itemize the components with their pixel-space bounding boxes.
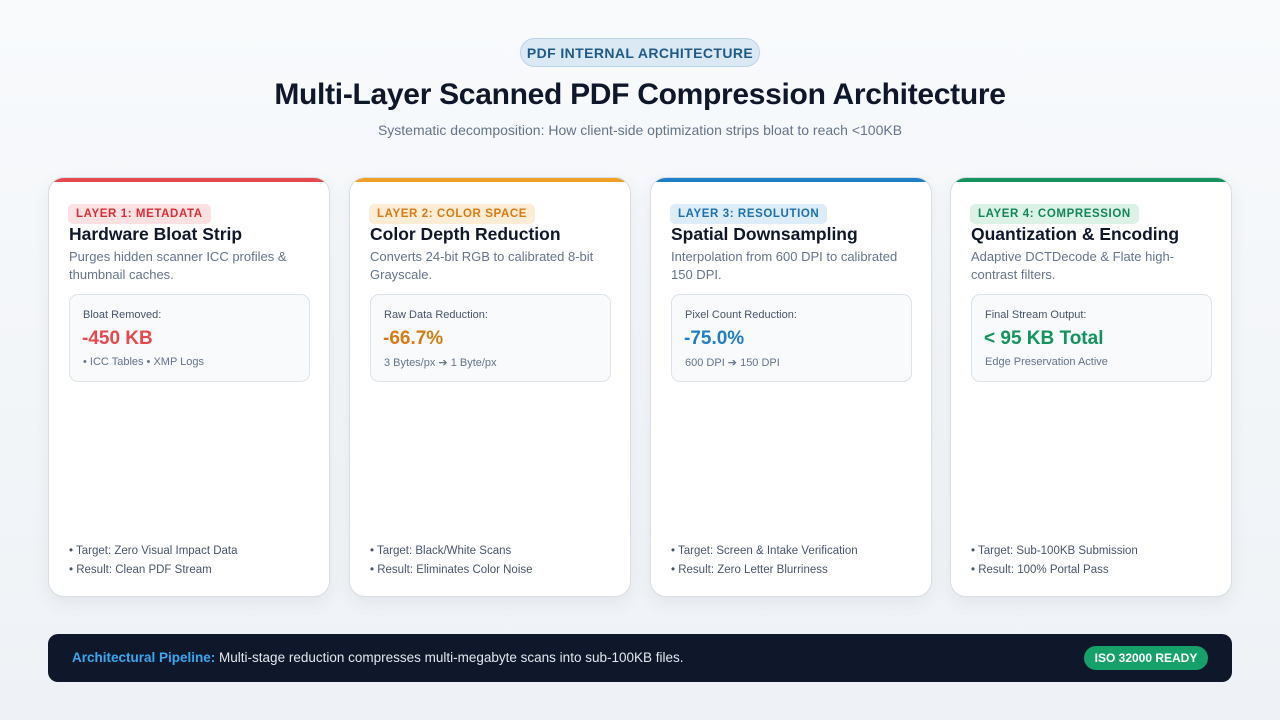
stat-note: 3 Bytes/px ➔ 1 Byte/px: [384, 357, 497, 369]
stat-note: • ICC Tables • XMP Logs: [83, 356, 205, 368]
target-note: • Target: Black/White Scans: [370, 545, 512, 557]
stat-box: Bloat Removed: -450 KB • ICC Tables • XM…: [69, 294, 310, 382]
pipeline-banner: Architectural Pipeline: Multi-stage redu…: [48, 634, 1232, 682]
stat-label: Bloat Removed:: [83, 309, 162, 321]
result-note: • Result: Clean PDF Stream: [69, 564, 212, 576]
layer-badge: LAYER 3: RESOLUTION: [670, 204, 828, 224]
card-description: Interpolation from 600 DPI to calibrated…: [671, 249, 898, 282]
target-note: • Target: Sub-100KB Submission: [971, 545, 1138, 557]
stat-box: Pixel Count Reduction: -75.0% 600 DPI ➔ …: [671, 294, 912, 382]
stat-box: Raw Data Reduction: -66.7% 3 Bytes/px ➔ …: [370, 294, 611, 382]
page-title: Multi-Layer Scanned PDF Compression Arch…: [274, 78, 1006, 111]
iso-ready-badge: ISO 32000 READY: [1084, 646, 1208, 670]
card-description: Adaptive DCTDecode & Flate high-contrast…: [971, 249, 1175, 282]
card-accent-bar: [49, 178, 329, 182]
card-accent-bar: [951, 178, 1231, 182]
card-title: Quantization & Encoding: [971, 224, 1180, 244]
card-title: Color Depth Reduction: [370, 224, 561, 244]
layer-badge: LAYER 1: METADATA: [68, 204, 211, 224]
card-accent-bar: [651, 178, 931, 182]
stat-value: -66.7%: [383, 328, 444, 349]
card-description: Purges hidden scanner ICC profiles & thu…: [69, 249, 287, 282]
target-note: • Target: Screen & Intake Verification: [671, 545, 858, 557]
layer-card-resolution: LAYER 3: RESOLUTION Spatial Downsampling…: [650, 177, 932, 597]
target-note: • Target: Zero Visual Impact Data: [69, 545, 238, 557]
card-footer-notes: • Target: Sub-100KB Submission • Result:…: [971, 542, 1138, 580]
card-description: Converts 24-bit RGB to calibrated 8-bit …: [370, 249, 594, 282]
result-note: • Result: Eliminates Color Noise: [370, 564, 533, 576]
result-note: • Result: Zero Letter Blurriness: [671, 564, 828, 576]
card-title: Hardware Bloat Strip: [69, 224, 243, 244]
card-accent-bar: [350, 178, 630, 182]
banner-text: Architectural Pipeline: Multi-stage redu…: [72, 650, 684, 665]
stat-value: < 95 KB Total: [984, 328, 1104, 349]
stat-label: Raw Data Reduction:: [384, 309, 488, 321]
layer-badge: LAYER 2: COLOR SPACE: [369, 204, 536, 224]
card-footer-notes: • Target: Screen & Intake Verification •…: [671, 542, 858, 580]
layer-card-color-space: LAYER 2: COLOR SPACE Color Depth Reducti…: [349, 177, 631, 597]
stat-note: Edge Preservation Active: [985, 356, 1108, 368]
layer-card-compression: LAYER 4: COMPRESSION Quantization & Enco…: [950, 177, 1232, 597]
stat-value: -75.0%: [684, 328, 745, 349]
card-footer-notes: • Target: Black/White Scans • Result: El…: [370, 542, 533, 580]
result-note: • Result: 100% Portal Pass: [971, 564, 1109, 576]
section-eyebrow-badge: PDF INTERNAL ARCHITECTURE: [520, 38, 760, 67]
stat-label: Final Stream Output:: [985, 309, 1087, 321]
layer-card-metadata: LAYER 1: METADATA Hardware Bloat Strip P…: [48, 177, 330, 597]
banner-description: Multi-stage reduction compresses multi-m…: [215, 650, 684, 665]
stat-label: Pixel Count Reduction:: [685, 309, 797, 321]
stat-value: -450 KB: [82, 328, 153, 349]
stat-box: Final Stream Output: < 95 KB Total Edge …: [971, 294, 1212, 382]
page-subtitle: Systematic decomposition: How client-sid…: [377, 122, 903, 138]
card-footer-notes: • Target: Zero Visual Impact Data • Resu…: [69, 542, 238, 580]
stat-note: 600 DPI ➔ 150 DPI: [685, 357, 780, 369]
banner-label: Architectural Pipeline:: [72, 650, 216, 665]
card-title: Spatial Downsampling: [671, 224, 858, 244]
layer-badge: LAYER 4: COMPRESSION: [970, 204, 1139, 224]
